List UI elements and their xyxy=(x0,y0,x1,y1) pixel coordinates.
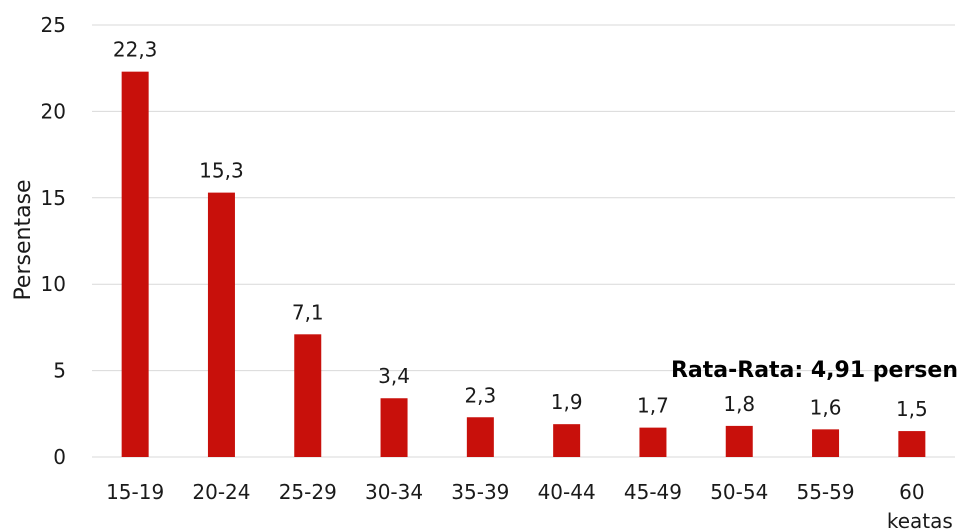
data-label: 1,9 xyxy=(551,390,583,414)
data-label: 1,7 xyxy=(637,394,669,418)
x-tick-label: 40-44 xyxy=(538,480,596,504)
x-tick-label: 35-39 xyxy=(451,480,509,504)
x-tick-label: 60 keatas xyxy=(887,480,953,532)
average-annotation: Rata-Rata: 4,91 persen xyxy=(671,358,958,383)
x-tick-label: 45-49 xyxy=(624,480,682,504)
bar-50-54 xyxy=(725,425,753,457)
x-tick-line: 45-49 xyxy=(624,480,682,504)
bar-45-49 xyxy=(639,427,667,457)
x-tick-label: 55-59 xyxy=(796,480,854,504)
data-label: 1,8 xyxy=(723,392,755,416)
bar-60-keatas xyxy=(898,431,926,457)
x-tick-line: 20-24 xyxy=(192,480,250,504)
bar-55-59 xyxy=(812,429,840,457)
bar-30-34 xyxy=(380,398,408,457)
y-axis-ticks: 0 5 10 15 20 25 xyxy=(41,13,66,469)
data-label: 3,4 xyxy=(378,364,410,388)
data-labels: 22,3 15,3 7,1 3,4 2,3 1,9 1,7 1,8 1,6 1,5 xyxy=(113,38,928,421)
data-label: 1,6 xyxy=(810,395,842,419)
x-axis-ticks: 15-19 20-24 25-29 30-34 35-39 40-44 45-49 50-54… xyxy=(106,480,953,532)
x-tick-label: 15-19 xyxy=(106,480,164,504)
x-tick-line: 40-44 xyxy=(538,480,596,504)
y-tick-label: 15 xyxy=(41,186,66,210)
x-tick-label: 25-29 xyxy=(279,480,337,504)
x-tick-line: 30-34 xyxy=(365,480,423,504)
x-tick-line: 55-59 xyxy=(796,480,854,504)
data-label: 7,1 xyxy=(292,300,324,324)
bar-35-39 xyxy=(466,417,494,457)
data-label: 1,5 xyxy=(896,397,928,421)
x-tick-line: 15-19 xyxy=(106,480,164,504)
x-tick-line: 25-29 xyxy=(279,480,337,504)
y-tick-label: 0 xyxy=(53,445,66,469)
gridlines xyxy=(92,24,955,458)
x-tick-line: keatas xyxy=(887,509,953,532)
x-tick-line: 35-39 xyxy=(451,480,509,504)
y-tick-label: 10 xyxy=(41,272,66,296)
bar-15-19 xyxy=(121,71,149,457)
data-label: 2,3 xyxy=(464,383,496,407)
x-tick-label: 20-24 xyxy=(192,480,250,504)
bar-40-44 xyxy=(553,424,581,457)
data-label: 15,3 xyxy=(199,159,244,183)
bars xyxy=(121,71,926,457)
x-tick-label: 30-34 xyxy=(365,480,423,504)
bar-25-29 xyxy=(294,334,322,457)
bar-20-24 xyxy=(207,192,235,457)
y-tick-label: 5 xyxy=(53,359,66,383)
y-tick-label: 25 xyxy=(41,13,66,37)
data-label: 22,3 xyxy=(113,38,158,62)
y-tick-label: 20 xyxy=(41,99,66,123)
x-tick-line: 50-54 xyxy=(710,480,768,504)
x-tick-line: 60 xyxy=(899,480,924,504)
y-axis-label: Persentase xyxy=(11,179,36,300)
x-tick-label: 50-54 xyxy=(710,480,768,504)
